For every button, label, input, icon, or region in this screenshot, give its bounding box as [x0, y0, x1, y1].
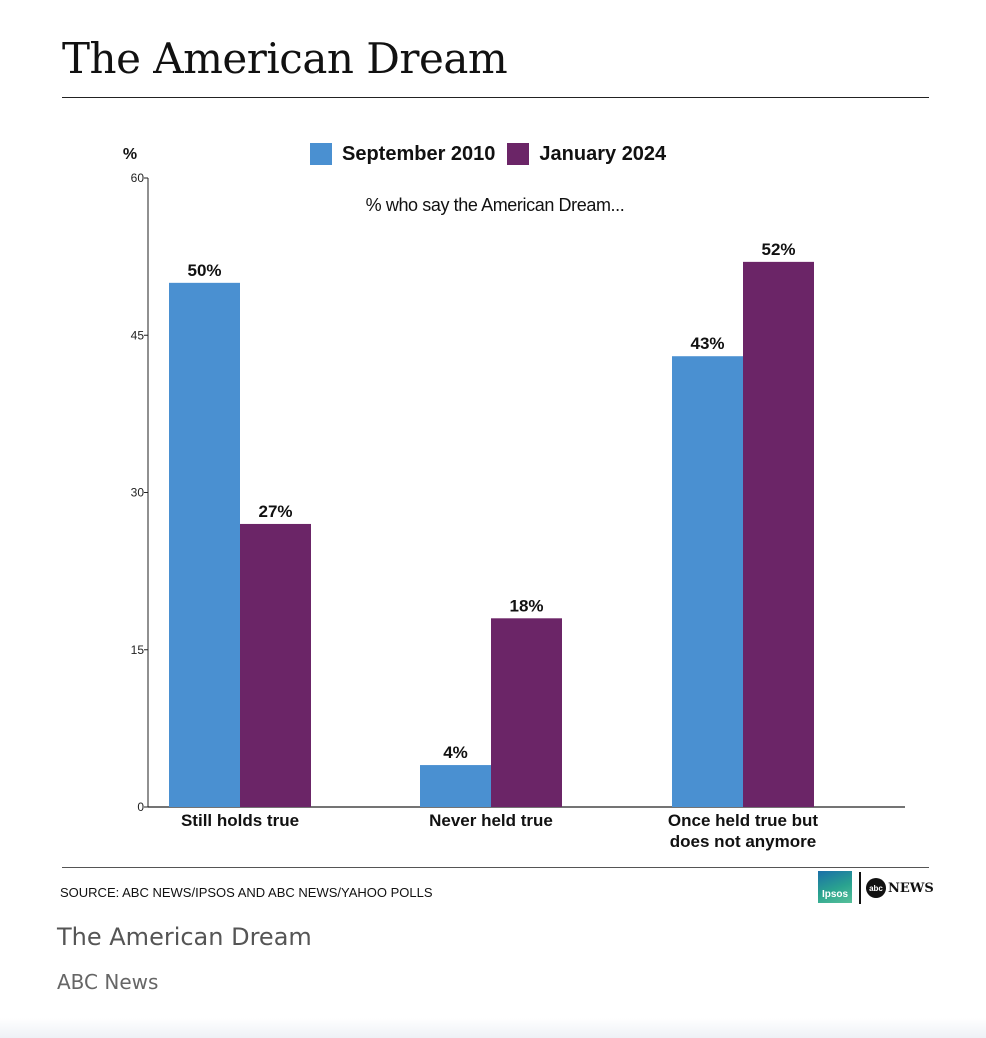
bar-sep-2010 — [672, 356, 743, 807]
source-note: SOURCE: ABC NEWS/IPSOS AND ABC NEWS/YAHO… — [60, 885, 433, 900]
y-tick-label: 45 — [131, 328, 145, 342]
title-divider — [62, 97, 929, 98]
y-axis-unit-label: % — [123, 146, 137, 163]
x-category-label: Once held true but does not anymore — [668, 811, 819, 851]
bottom-fade — [0, 1018, 986, 1038]
legend-label-series-0: September 2010 — [342, 142, 496, 165]
abc-circle-mark: abc — [866, 878, 886, 898]
legend-item-series-1: January 2024 — [507, 143, 666, 166]
bar-data-label: 52% — [761, 240, 795, 259]
x-category-label-line: does not anymore — [670, 832, 816, 851]
y-tick-label: 0 — [137, 800, 144, 814]
abc-news-wordmark: NEWS — [888, 880, 934, 896]
bar-data-label: 27% — [258, 502, 292, 521]
bar-jan-2024 — [240, 523, 311, 807]
bar-data-label: 43% — [690, 334, 724, 353]
caption-title[interactable]: The American Dream — [57, 923, 312, 951]
bar-sep-2010 — [420, 765, 491, 807]
legend-swatch-series-1 — [507, 143, 530, 165]
chart-subtitle: % who say the American Dream... — [366, 195, 625, 215]
bar-jan-2024 — [491, 618, 562, 807]
x-category-label: Never held true — [429, 811, 553, 830]
x-category-label-line: Never held true — [429, 811, 553, 830]
bar-data-label: 4% — [443, 743, 468, 762]
chart-title: The American Dream — [62, 34, 508, 83]
legend-item-series-0: September 2010 — [310, 143, 495, 166]
caption-source[interactable]: ABC News — [57, 970, 159, 994]
legend: September 2010 January 2024 — [310, 141, 666, 167]
ipsos-logo-text: Ipsos — [821, 889, 849, 900]
ipsos-logo: Ipsos — [818, 871, 852, 903]
bar-data-label: 50% — [187, 261, 221, 280]
footer-divider — [62, 867, 929, 868]
legend-swatch-series-0 — [310, 143, 332, 165]
bar-chart-plot: 0 15 30 45 60% % who say the American Dream..… — [123, 146, 905, 851]
x-category-label-line: Still holds true — [181, 811, 299, 830]
y-tick-label: 60 — [131, 171, 145, 185]
y-tick-label: 15 — [131, 643, 145, 657]
abc-news-logo: abc NEWS — [866, 878, 934, 898]
x-category-label: Still holds true — [181, 811, 299, 830]
legend-label-series-1: January 2024 — [539, 142, 667, 165]
bar-jan-2024 — [743, 261, 814, 807]
bar-data-label: 18% — [509, 596, 543, 615]
bar-sep-2010 — [169, 282, 240, 807]
logo-divider — [859, 872, 861, 904]
y-tick-label: 30 — [131, 486, 145, 500]
x-category-label-line: Once held true but — [668, 811, 819, 830]
